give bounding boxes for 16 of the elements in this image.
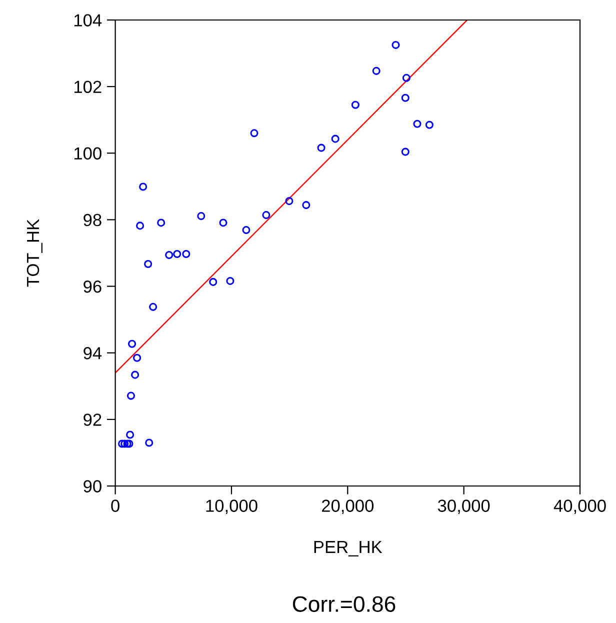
y-tick-label: 96 <box>84 280 102 293</box>
y-tick-label: 102 <box>74 80 102 94</box>
text: Corr.=0.86 <box>292 596 396 612</box>
y-tick-label: 92 <box>84 414 102 426</box>
y-tick-label: 90 <box>84 480 102 492</box>
y-tick-label: 104 <box>74 14 102 26</box>
x-axis-title: PER_HK <box>314 541 382 556</box>
x-tick-label: 30,000 <box>438 500 490 514</box>
y-axis-title: TOT_HK <box>26 219 42 287</box>
x-tick-label: 40,000 <box>554 500 606 514</box>
x-tick-label: 0 <box>111 500 120 512</box>
y-tick-label: 98 <box>84 214 102 226</box>
y-tick-label: 100 <box>74 147 102 160</box>
x-tick-label: 10,000 <box>206 500 258 514</box>
x-tick-label: 20,000 <box>322 500 374 514</box>
y-tick-label: 94 <box>84 347 102 360</box>
